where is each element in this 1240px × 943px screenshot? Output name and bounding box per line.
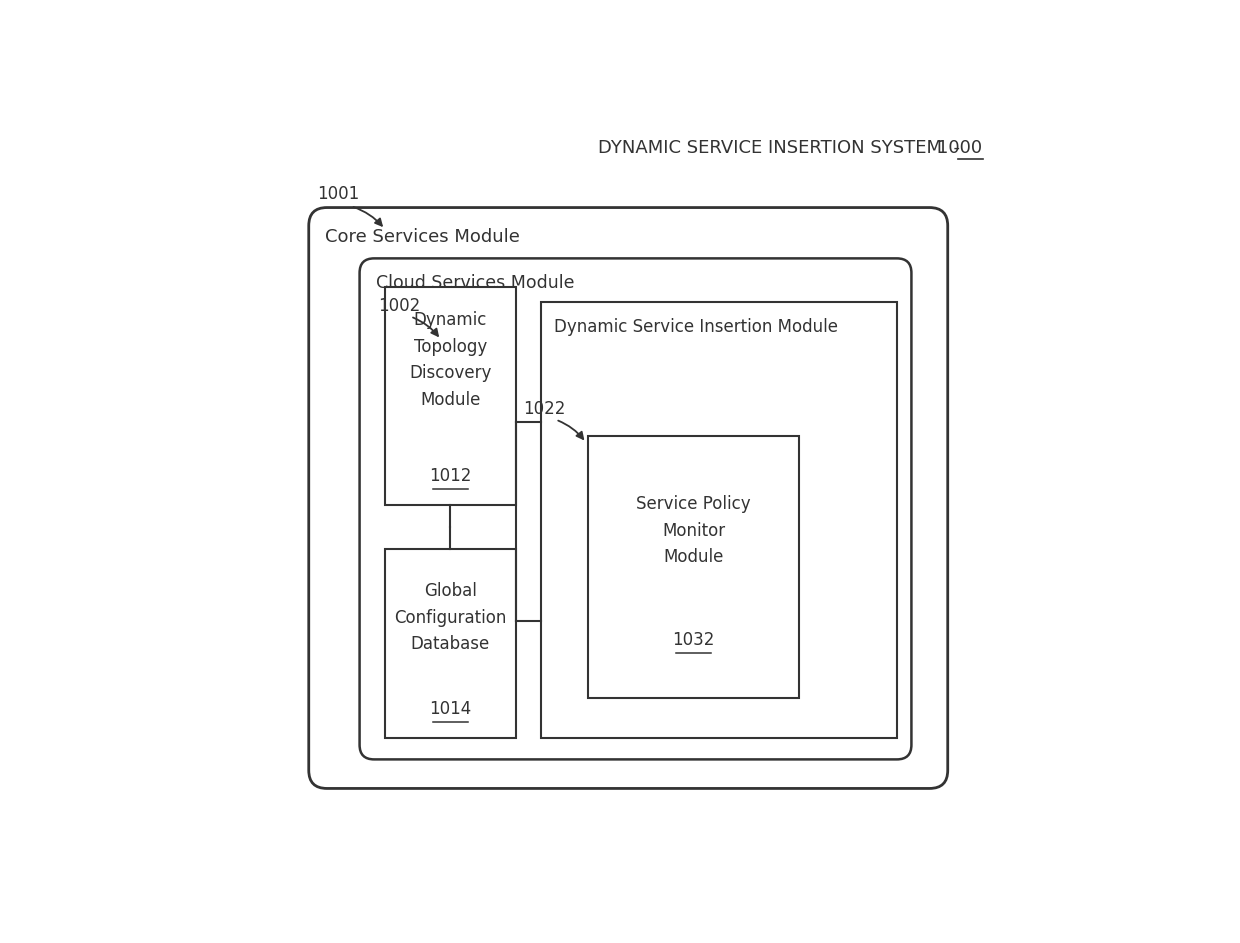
Text: 1012: 1012	[429, 467, 471, 486]
Bar	[541, 302, 897, 737]
Text: 1000: 1000	[937, 139, 982, 157]
Text: 1014: 1014	[429, 700, 471, 718]
Bar	[384, 288, 516, 505]
FancyBboxPatch shape	[360, 258, 911, 759]
Text: 1022: 1022	[523, 401, 565, 419]
Text: 1032: 1032	[672, 631, 714, 649]
Text: Global
Configuration
Database: Global Configuration Database	[394, 583, 506, 653]
Text: Dynamic Service Insertion Module: Dynamic Service Insertion Module	[554, 318, 838, 336]
Text: 1001: 1001	[317, 186, 360, 204]
Bar	[384, 549, 516, 737]
Text: DYNAMIC SERVICE INSERTION SYSTEM  -: DYNAMIC SERVICE INSERTION SYSTEM -	[598, 139, 966, 157]
Text: Core Services Module: Core Services Module	[325, 228, 520, 246]
Bar	[588, 437, 799, 698]
Text: Cloud Services Module: Cloud Services Module	[376, 274, 574, 292]
FancyBboxPatch shape	[309, 207, 947, 788]
Text: Dynamic
Topology
Discovery
Module: Dynamic Topology Discovery Module	[409, 311, 491, 408]
Text: Service Policy
Monitor
Module: Service Policy Monitor Module	[636, 495, 751, 566]
Text: 1002: 1002	[378, 297, 420, 315]
